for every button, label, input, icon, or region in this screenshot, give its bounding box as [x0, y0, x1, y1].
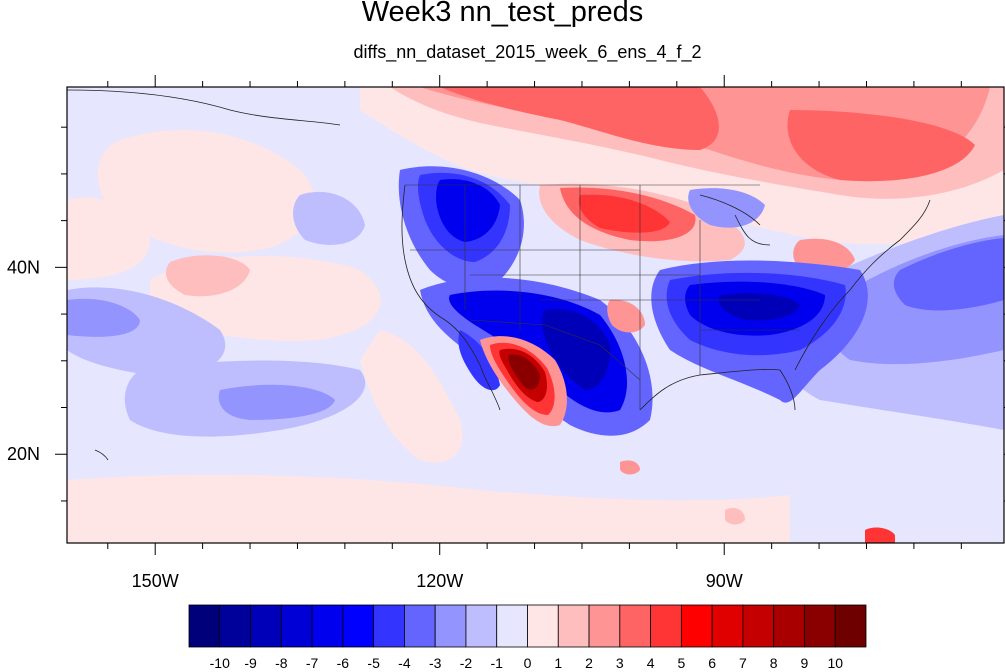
state-borders [405, 184, 800, 410]
colorbar-label: 9 [801, 655, 809, 671]
colorbar-swatch [373, 604, 405, 648]
x-tick-label: 120W [416, 571, 463, 591]
sw-red-core [508, 354, 540, 390]
great-lakes-blue [688, 188, 765, 228]
colorbar-label: 10 [827, 655, 843, 671]
atlantic-dark-blue [893, 238, 1004, 311]
colorbar-label: -4 [398, 655, 411, 671]
colorbar-label: 7 [739, 655, 747, 671]
colorbar-swatch [404, 604, 436, 648]
pacific-pink-north [97, 130, 315, 253]
colorbar-swatch [680, 604, 713, 648]
pacific-pink-east [165, 255, 250, 297]
colorbar-label: 1 [554, 655, 562, 671]
gulf-coast [639, 369, 796, 411]
colorbar-label: 6 [708, 655, 716, 671]
colorbar-swatch [834, 604, 867, 648]
colorbar-swatch [527, 604, 559, 648]
west-coast [401, 184, 501, 411]
plot-subtitle: diffs_nn_dataset_2015_week_6_ens_4_f_2 [353, 42, 702, 62]
colorbar: -10 -9 -8 -7 -6 -5 -4 -3 -2 -1 0 1 2 3 4 5 6 7 8 9 10 [188, 604, 867, 671]
y-tick-label: 40N [7, 257, 40, 277]
caribbean-red [865, 527, 895, 543]
plot-title: Week3 nn_test_preds [361, 0, 644, 28]
y-tick-label: 20N [7, 444, 40, 464]
colorbar-label: -10 [210, 655, 230, 671]
colorbar-swatch [434, 604, 467, 648]
colorbar-label: 8 [770, 655, 778, 671]
alaska-coast [67, 89, 341, 126]
hawaii [94, 449, 109, 461]
colorbar-label: -2 [460, 655, 473, 671]
colorbar-swatch [804, 604, 836, 648]
colorbar-label: 4 [647, 655, 655, 671]
pacific-pink-spot [725, 508, 745, 525]
sw-blue-core [542, 309, 611, 390]
texas-pink [607, 299, 645, 333]
colorbar-label: 0 [524, 655, 532, 671]
pacific-blue-upper [293, 191, 365, 245]
colorbar-swatch [650, 604, 682, 648]
colorbar-swatch [742, 604, 775, 648]
plains-dark-red [578, 194, 670, 233]
colorbar-swatch [280, 604, 313, 648]
colorbar-label: -6 [337, 655, 350, 671]
canada-red-east [787, 110, 975, 182]
state-lines [410, 185, 800, 410]
colorbar-label: 2 [585, 655, 593, 671]
colorbar-label: -9 [244, 655, 257, 671]
colorbar-label: -5 [367, 655, 380, 671]
colorbar-swatch [311, 604, 344, 648]
contour-field [67, 87, 1004, 543]
canada-red [440, 87, 719, 150]
atlantic-coast [794, 199, 931, 371]
pacific-blue-west-dark [67, 298, 140, 337]
colorbar-label: 3 [616, 655, 624, 671]
colorbar-label: -8 [275, 655, 288, 671]
axis-ticks [55, 75, 1005, 555]
pacific-blue-mid-dark [218, 384, 335, 420]
mexico-coast-pink [620, 460, 640, 475]
pacific-pink-west [67, 197, 150, 280]
colorbar-swatch [342, 604, 375, 648]
colorbar-label: -3 [429, 655, 442, 671]
colorbar-label: -7 [306, 655, 319, 671]
x-tick-label: 150W [132, 571, 179, 591]
colorbar-swatch [557, 604, 590, 648]
mexico-pink [360, 330, 463, 463]
colorbar-swatch [773, 604, 805, 648]
coastlines [67, 89, 931, 461]
colorbar-swatch [496, 604, 528, 648]
x-tick-label: 90W [706, 571, 743, 591]
colorbar-label: 5 [677, 655, 685, 671]
colorbar-swatch [619, 604, 651, 648]
border-mexico [469, 319, 641, 381]
colorbar-swatch [219, 604, 251, 648]
axis-tick-labels: 150W 120W 90W 40N 20N [7, 257, 743, 591]
colorbar-swatch [465, 604, 498, 648]
colorbar-label: -1 [491, 655, 504, 671]
great-lakes [699, 194, 771, 246]
colorbar-swatch [250, 604, 282, 648]
nw-blue-core [436, 179, 500, 242]
colorbar-swatch [188, 604, 221, 648]
map-frame [66, 86, 1005, 544]
colorbar-swatch [711, 604, 744, 648]
colorbar-swatch [588, 604, 621, 648]
pacific-pink-south [67, 474, 790, 543]
